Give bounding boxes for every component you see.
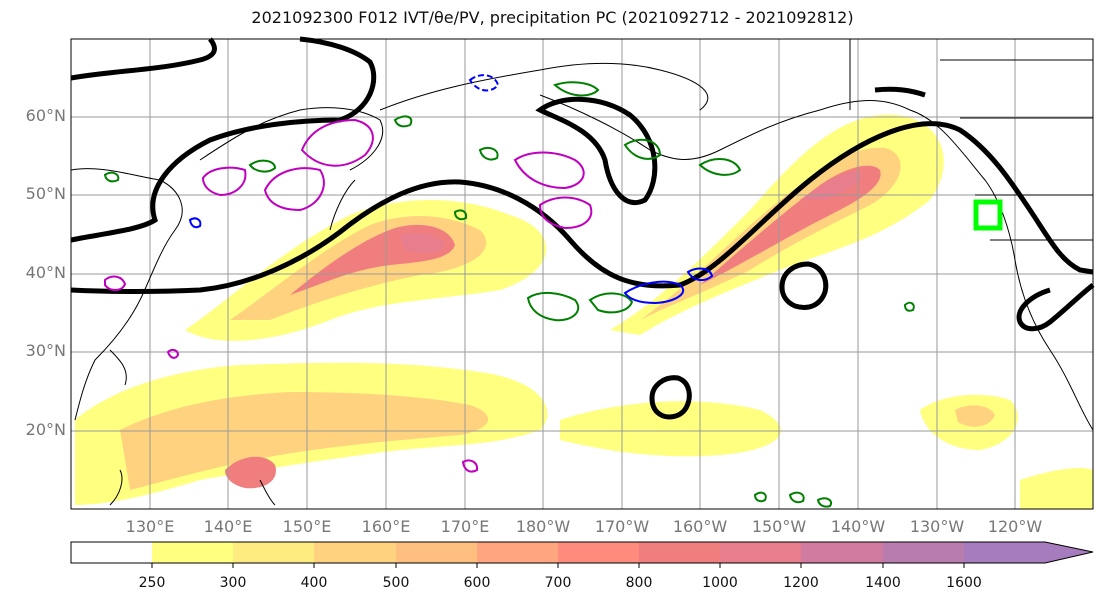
colorbar	[70, 541, 1094, 568]
colorbar-seg-4	[396, 542, 477, 563]
lat-label-20n: 20°N	[25, 420, 66, 439]
colorbar-seg-0	[71, 542, 152, 563]
target-region-box	[973, 199, 1003, 231]
lat-label-60n: 60°N	[25, 106, 66, 125]
colorbar-seg-6	[558, 542, 639, 563]
lon-label-160e: 160°E	[361, 517, 411, 536]
lon-label-120w: 120°W	[987, 517, 1043, 536]
colorbar-seg-9	[801, 542, 883, 563]
lat-label-30n: 30°N	[25, 341, 66, 360]
lon-label-140w: 140°W	[830, 517, 886, 536]
colorbar-seg-7	[639, 542, 720, 563]
lon-label-170e: 170°E	[440, 517, 490, 536]
colorbar-tick-1400: 1400	[865, 575, 901, 591]
lon-label-170w: 170°W	[594, 517, 650, 536]
colorbar-extend-arrow	[1045, 542, 1093, 563]
colorbar-seg-1	[152, 542, 233, 563]
figure-title: 2021092300 F012 IVT/θe/PV, precipitation…	[251, 8, 854, 27]
lat-label-50n: 50°N	[25, 184, 66, 203]
colorbar-tick-1200: 1200	[783, 575, 819, 591]
pv-contours	[104, 118, 593, 473]
colorbar-tick-1600: 1600	[946, 575, 982, 591]
theta-e-contours	[70, 36, 1095, 420]
colorbar-seg-10	[883, 542, 964, 563]
precip-positive-contours	[103, 81, 915, 508]
lon-label-130e: 130°E	[125, 517, 175, 536]
colorbar-tick-400: 400	[300, 575, 328, 591]
colorbar-seg-3	[314, 542, 396, 563]
lon-label-140e: 140°E	[203, 517, 253, 536]
colorbar-seg-5	[477, 542, 558, 563]
lon-label-150w: 150°W	[751, 517, 807, 536]
colorbar-tick-300: 300	[219, 575, 247, 591]
lon-label-130w: 130°W	[909, 517, 965, 536]
colorbar-tick-500: 500	[382, 575, 410, 591]
map-frame	[70, 38, 1094, 510]
lon-label-180w: 180°W	[515, 517, 571, 536]
colorbar-seg-2	[233, 542, 314, 563]
precip-negative-contours	[188, 74, 714, 305]
colorbar-tick-1000: 1000	[702, 575, 738, 591]
colorbar-seg-11	[964, 542, 1045, 563]
colorbar-tick-800: 800	[625, 575, 653, 591]
lat-label-40n: 40°N	[25, 263, 66, 282]
colorbar-tick-600: 600	[463, 575, 491, 591]
lon-label-150e: 150°E	[282, 517, 332, 536]
colorbar-tick-700: 700	[544, 575, 572, 591]
colorbar-seg-8	[720, 542, 801, 563]
lon-label-160w: 160°W	[672, 517, 728, 536]
graticule	[71, 39, 1093, 509]
colorbar-tick-250: 250	[138, 575, 166, 591]
